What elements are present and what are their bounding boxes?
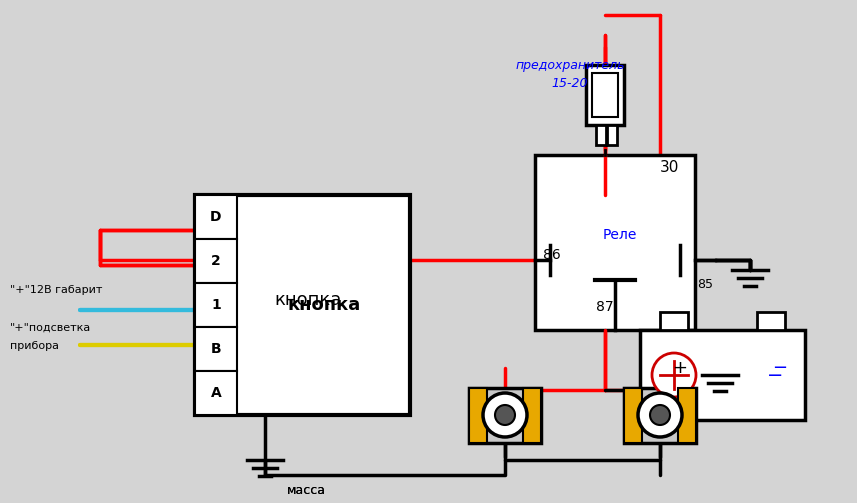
Text: 85: 85 [697, 279, 713, 292]
Text: 15-20: 15-20 [552, 76, 588, 90]
Text: −: − [767, 366, 783, 384]
Text: 30: 30 [660, 159, 680, 175]
Text: D: D [210, 210, 222, 224]
Text: Реле: Реле [602, 228, 638, 242]
Bar [195, 283, 237, 327]
Text: A: A [211, 386, 221, 400]
Text: предохранитель: предохранитель [515, 58, 625, 71]
Circle shape [483, 393, 527, 437]
Text: 2: 2 [211, 254, 221, 268]
Bar [757, 312, 785, 330]
Text: кнопка: кнопка [287, 296, 361, 314]
Bar [624, 388, 642, 443]
Text: "+"12В габарит: "+"12В габарит [10, 285, 102, 295]
Bar [660, 312, 688, 330]
Bar [195, 195, 237, 239]
Bar [607, 125, 617, 145]
Bar [195, 239, 237, 283]
Text: 86: 86 [543, 248, 560, 262]
Text: прибора: прибора [10, 341, 59, 351]
Text: "+"подсветка: "+"подсветка [10, 323, 91, 333]
Text: масса: масса [287, 483, 326, 496]
Text: кнопка: кнопка [274, 291, 342, 309]
Bar [592, 73, 618, 117]
Bar [195, 327, 237, 371]
Text: 1: 1 [211, 298, 221, 312]
Bar [523, 388, 541, 443]
Bar [535, 155, 695, 330]
Bar [195, 195, 410, 415]
Bar [640, 330, 805, 420]
Text: 87: 87 [596, 300, 614, 314]
Text: B: B [211, 342, 221, 356]
Bar [469, 388, 541, 443]
Bar [195, 371, 237, 415]
Bar [624, 388, 696, 443]
Bar [469, 388, 487, 443]
Text: +: + [673, 359, 687, 377]
Circle shape [650, 405, 670, 425]
Bar [596, 125, 606, 145]
Bar [586, 65, 624, 125]
Circle shape [652, 353, 696, 397]
Bar [678, 388, 696, 443]
Circle shape [638, 393, 682, 437]
Text: −: − [772, 359, 788, 377]
Text: масса: масса [287, 483, 326, 496]
Circle shape [495, 405, 515, 425]
